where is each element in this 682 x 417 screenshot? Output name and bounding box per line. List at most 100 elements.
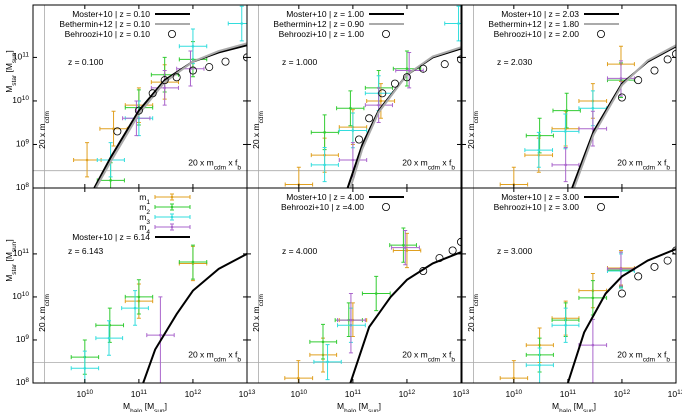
- fb-label: 20 x mcdm x fb: [188, 158, 241, 172]
- y-tick-label: 108: [16, 377, 29, 388]
- legend-label: Moster+10 | z = 4.00: [286, 192, 364, 202]
- legend-label: Bethermin+12 | z = 1.80: [488, 19, 579, 29]
- point: [107, 336, 111, 340]
- text-part: 2: [146, 209, 150, 216]
- text-part: 10: [515, 389, 523, 396]
- x-tick-label: 1012: [185, 389, 202, 400]
- text-part: m: [139, 222, 146, 232]
- circle-marker: [663, 256, 672, 265]
- y-axis-label: Mstar [Msun]: [4, 50, 18, 93]
- circle-marker: [172, 73, 181, 82]
- text-part: 13: [248, 389, 256, 396]
- legend-swatch: [170, 215, 174, 219]
- point: [377, 103, 380, 107]
- legend-swatch: [170, 225, 174, 229]
- point: [591, 343, 595, 347]
- text-part: ]: [165, 401, 167, 411]
- text-part: b: [451, 164, 455, 171]
- point: [323, 131, 326, 134]
- point: [349, 318, 353, 322]
- x-tick-label: 1011: [560, 389, 577, 400]
- redshift-label: z = 2.030: [497, 57, 532, 67]
- y-error-bar: [590, 318, 595, 383]
- mcdm-label: 20 x mcdm: [466, 111, 480, 149]
- text-part: star: [11, 74, 18, 86]
- redshift-label: z = 0.100: [68, 57, 103, 67]
- text-part: cdm: [428, 356, 440, 363]
- point: [137, 295, 141, 299]
- point: [379, 99, 383, 103]
- legend-label: Moster+10 | z = 0.10: [72, 9, 150, 19]
- model-line: [349, 46, 461, 188]
- circle-marker: [365, 114, 374, 123]
- text-part: 9: [25, 333, 29, 340]
- x-tick-label: 1010: [505, 389, 522, 400]
- x-tick-label: 1013: [453, 389, 470, 400]
- point: [191, 45, 195, 48]
- point: [538, 363, 541, 367]
- circle-marker: [419, 64, 428, 73]
- text-part: M: [4, 86, 14, 93]
- x-tick-label: 1011: [345, 389, 362, 400]
- legend-label: m2: [139, 202, 150, 216]
- legend-label: Behroozi+10 | z = 2.00: [494, 29, 580, 39]
- point: [163, 86, 166, 90]
- text-part: 11: [140, 389, 147, 396]
- text-part: b: [451, 356, 455, 363]
- text-part: 20 x m: [251, 306, 261, 332]
- text-part: 13: [462, 389, 470, 396]
- text-part: [M: [142, 401, 154, 411]
- plot-area: [462, 188, 676, 383]
- text-part: 12: [408, 389, 416, 396]
- text-part: 10: [560, 389, 570, 399]
- point: [351, 129, 355, 132]
- circle-marker: [378, 89, 387, 98]
- legend-label: Behroozi+10 | z = 0.10: [65, 29, 151, 39]
- x-tick-label: 1013: [239, 389, 256, 400]
- text-part: cdm: [643, 356, 655, 363]
- circle-marker: [435, 254, 444, 263]
- point: [191, 260, 195, 264]
- text-part: M: [123, 401, 130, 411]
- point: [537, 148, 541, 152]
- y-tick-label: 109: [16, 138, 29, 149]
- plot-area: [247, 5, 461, 188]
- circle-marker: [134, 106, 143, 115]
- redshift-label: z = 3.000: [497, 246, 532, 256]
- text-part: M: [552, 401, 559, 411]
- text-part: cdm: [44, 111, 51, 123]
- text-part: cdm: [214, 356, 226, 363]
- y-tick-label: 1011: [13, 247, 30, 258]
- legend-label: Behroozi+10 | z = 1.00: [279, 29, 365, 39]
- text-part: 10: [300, 389, 308, 396]
- text-part: x f: [440, 158, 452, 168]
- point: [374, 292, 378, 295]
- point: [564, 163, 567, 167]
- point: [85, 158, 89, 162]
- point: [321, 340, 325, 344]
- text-part: 10: [22, 290, 30, 297]
- text-part: 10: [505, 389, 515, 399]
- point: [109, 179, 112, 182]
- point: [564, 130, 567, 133]
- text-part: m: [139, 202, 146, 212]
- text-part: [M: [356, 401, 368, 411]
- text-part: halo: [130, 408, 143, 413]
- legend-label: Behroozi+10 | z =4.00: [281, 202, 364, 212]
- model-line: [573, 44, 676, 188]
- circle-marker: [634, 76, 643, 85]
- legend-swatch: [170, 205, 174, 209]
- circle-marker: [390, 79, 399, 88]
- circle-marker: [355, 135, 364, 144]
- text-part: 20 x m: [466, 306, 476, 332]
- legend-label: Bethermin+12 | z = 0.10: [59, 19, 150, 29]
- text-part: 10: [86, 389, 94, 396]
- text-part: [M: [571, 401, 583, 411]
- legend-swatch: [170, 195, 174, 199]
- legend-swatch: [597, 202, 606, 211]
